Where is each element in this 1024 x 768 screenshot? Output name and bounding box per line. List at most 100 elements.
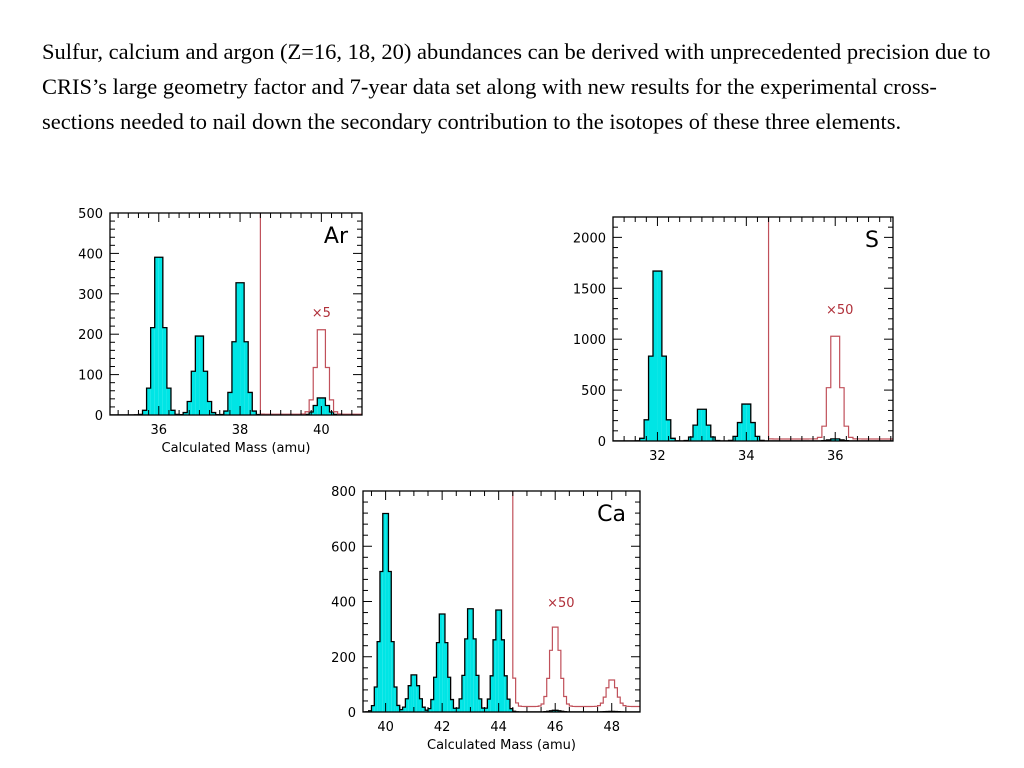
x-tick-label: 42 xyxy=(434,720,451,735)
x-tick-label: 40 xyxy=(313,423,330,438)
x-tick-label: 38 xyxy=(232,423,249,438)
y-tick-label: 2000 xyxy=(573,231,606,246)
histogram-bar xyxy=(439,614,443,712)
histogram-bar xyxy=(374,687,378,712)
histogram-bar xyxy=(313,405,318,415)
histogram-bar xyxy=(552,710,556,712)
histogram-bar xyxy=(207,401,212,415)
y-tick-label: 0 xyxy=(598,435,606,450)
histogram-bar xyxy=(470,608,474,712)
histogram-outline xyxy=(613,270,893,441)
x-tick-label: 46 xyxy=(547,720,564,735)
histogram-bar xyxy=(490,675,494,712)
histogram-bar xyxy=(430,699,434,712)
histogram-bar xyxy=(701,409,707,441)
plot-frame xyxy=(109,212,363,416)
histogram-bar xyxy=(227,392,232,415)
histogram-bar xyxy=(697,409,702,441)
x-tick-label: 44 xyxy=(490,720,507,735)
histogram-bar xyxy=(653,271,658,441)
x-axis-label: Calculated Mass (amu) xyxy=(427,738,576,753)
histogram-outline xyxy=(110,256,362,415)
y-tick-label: 200 xyxy=(78,328,103,343)
histogram-bar xyxy=(248,392,253,415)
histogram-bar xyxy=(411,674,414,712)
histogram-bar xyxy=(476,675,479,712)
histogram-bar xyxy=(203,371,208,415)
scale-factor-label: ×5 xyxy=(312,306,331,321)
scale-factor-label: ×50 xyxy=(547,596,574,611)
histogram-bar xyxy=(444,642,448,712)
histogram-bar xyxy=(154,257,159,415)
y-tick-label: 1000 xyxy=(573,333,606,348)
y-tick-label: 100 xyxy=(78,369,103,384)
histogram-bar xyxy=(473,638,477,712)
histogram-bar xyxy=(670,438,676,441)
histogram-bar xyxy=(244,341,249,415)
histogram-bar xyxy=(371,705,375,712)
histogram-bar xyxy=(236,282,241,415)
histogram-bar xyxy=(498,610,502,712)
scaled-histogram-line xyxy=(259,213,362,415)
histogram-bar xyxy=(555,710,559,712)
histogram-bar xyxy=(507,699,510,712)
histogram-bar xyxy=(408,685,412,712)
description-paragraph: Sulfur, calcium and argon (Z=16, 18, 20)… xyxy=(42,39,991,134)
histogram-bar xyxy=(413,674,417,712)
histogram-bar xyxy=(447,677,451,712)
histogram-bar xyxy=(648,356,653,441)
histogram-bar xyxy=(158,257,163,415)
histogram-bar xyxy=(487,699,491,712)
histogram-bar xyxy=(231,341,236,415)
histogram-bar xyxy=(467,608,471,712)
element-label: S xyxy=(865,228,879,253)
histogram-bar xyxy=(402,707,406,712)
x-tick-label: 36 xyxy=(151,423,168,438)
histogram-bars xyxy=(363,491,640,712)
histogram-bar xyxy=(394,686,397,712)
x-tick-label: 40 xyxy=(377,720,394,735)
histogram-bar xyxy=(252,411,257,415)
histogram-bar xyxy=(162,327,167,415)
y-tick-label: 600 xyxy=(331,540,356,555)
y-tick-label: 500 xyxy=(78,207,103,222)
histogram-bar xyxy=(317,397,322,415)
histogram-bar xyxy=(450,699,454,712)
histogram-bar xyxy=(187,401,192,415)
histogram-bar xyxy=(428,708,431,712)
histogram-bar xyxy=(436,642,440,712)
y-tick-label: 0 xyxy=(95,409,103,424)
histogram-bar xyxy=(456,708,460,712)
histogram-bar xyxy=(191,371,196,415)
x-axis-label: Calculated Mass (amu) xyxy=(162,441,311,456)
scaled-histogram-line xyxy=(767,217,893,440)
histogram-bar xyxy=(211,412,216,415)
histogram-bar xyxy=(419,698,423,712)
histogram-bar xyxy=(504,675,508,712)
histogram-bar xyxy=(835,438,840,441)
histogram-bar xyxy=(706,425,711,441)
histogram-bar xyxy=(453,708,457,712)
histogram-bar xyxy=(442,614,445,712)
histogram-bar xyxy=(399,709,403,712)
histogram-bar xyxy=(750,422,756,441)
histogram-bar xyxy=(391,641,395,712)
element-label: Ar xyxy=(324,224,349,249)
histogram-bar xyxy=(382,513,386,712)
histogram-bar xyxy=(321,397,326,415)
histogram-bar xyxy=(644,419,649,441)
histogram-bar xyxy=(388,571,392,712)
y-tick-label: 300 xyxy=(78,288,103,303)
y-tick-label: 200 xyxy=(331,651,356,666)
y-tick-label: 1500 xyxy=(573,282,606,297)
histogram-bar xyxy=(325,405,330,415)
histogram-bar xyxy=(166,388,171,415)
histogram-bar xyxy=(484,708,488,712)
histogram-bar xyxy=(481,708,485,712)
histogram-bar xyxy=(495,610,499,712)
histogram-bar xyxy=(657,271,662,441)
y-tick-label: 400 xyxy=(78,247,103,262)
histogram-bar xyxy=(661,356,667,441)
histogram-bar xyxy=(195,336,200,415)
